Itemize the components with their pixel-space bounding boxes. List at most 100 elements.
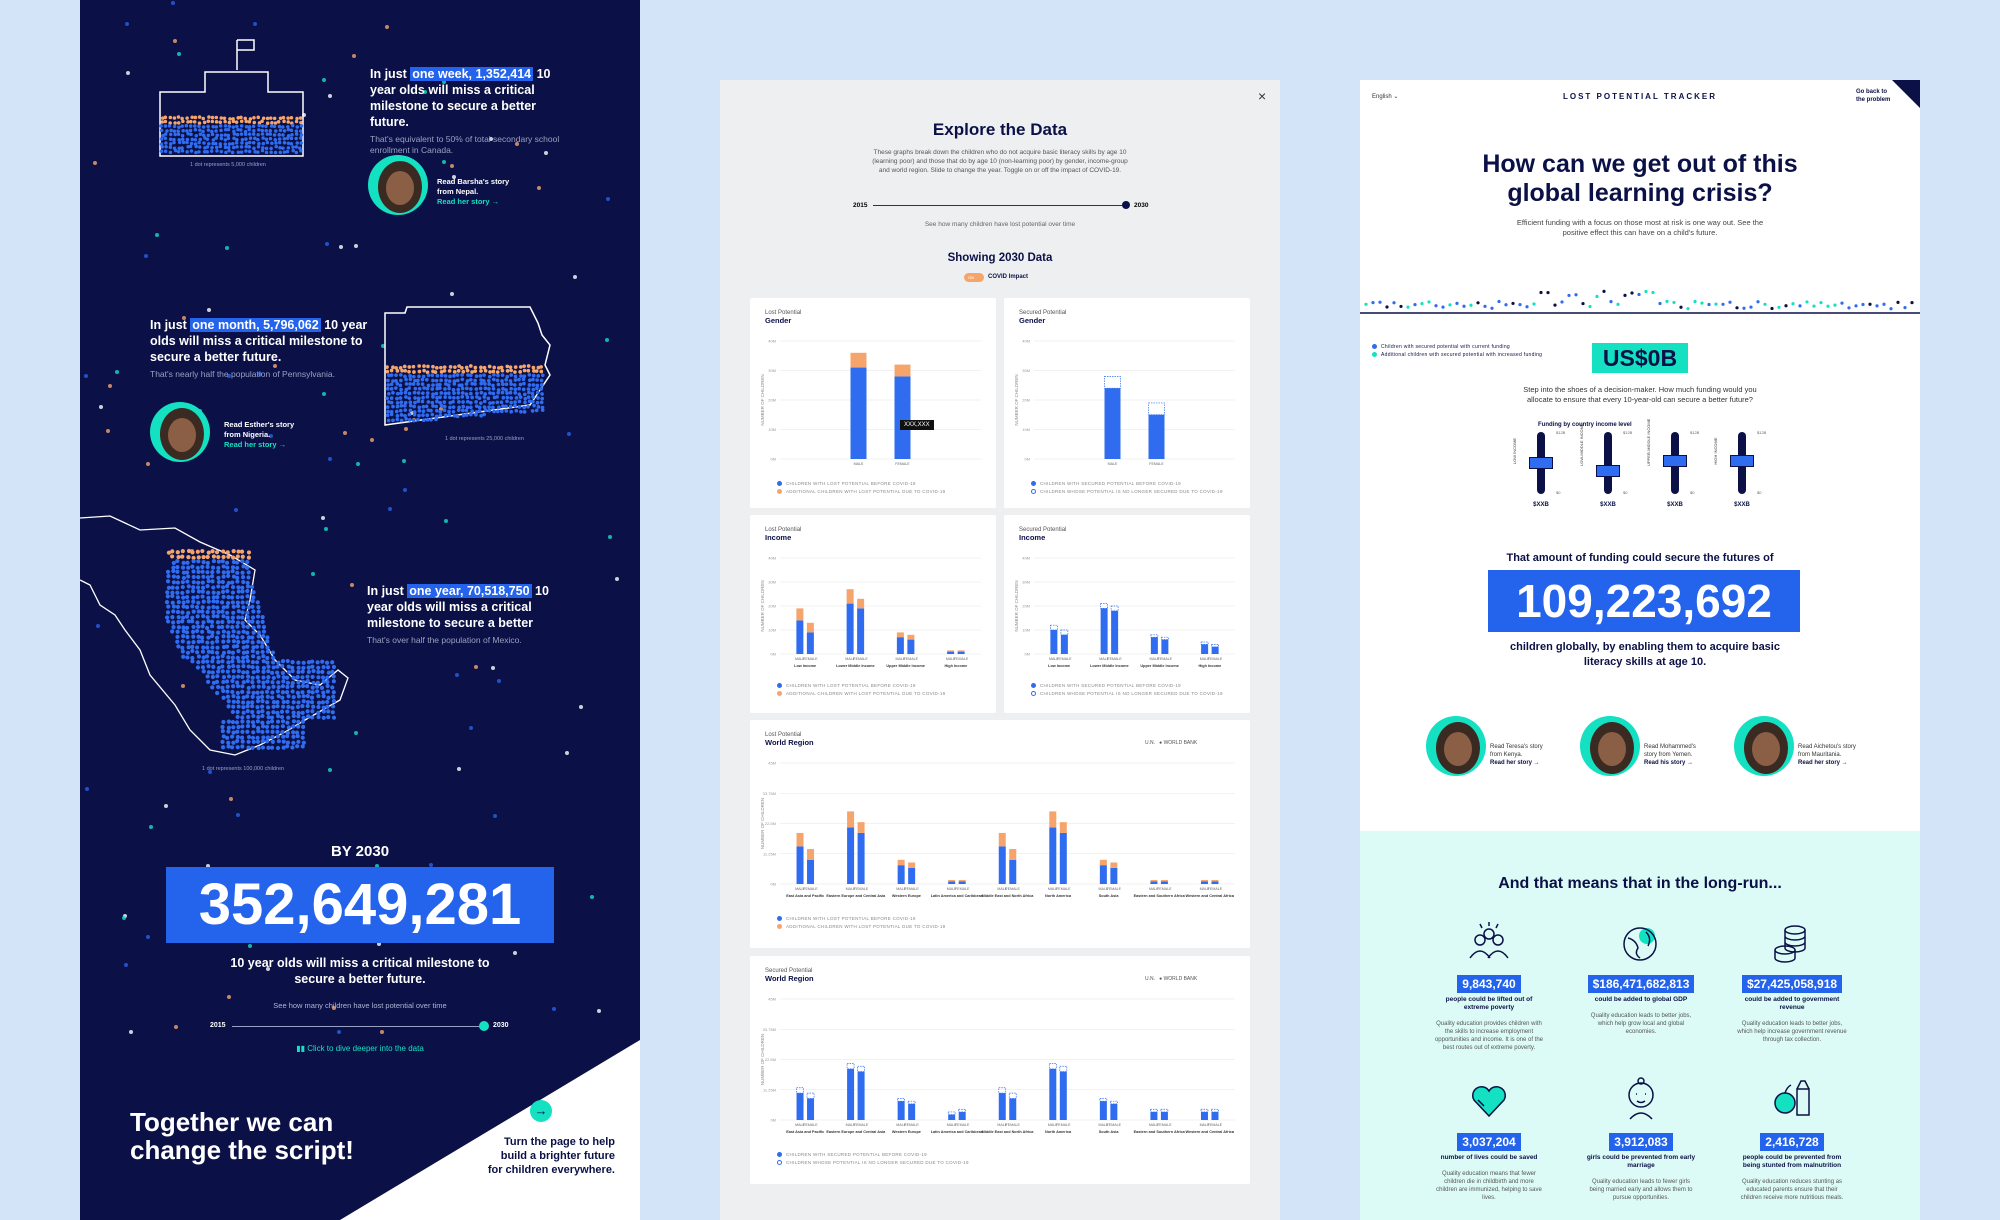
source-toggle[interactable]: U.N. ● WORLD BANK	[1145, 740, 1198, 746]
bar-covid[interactable]	[1008, 1092, 1017, 1099]
bar[interactable]	[894, 376, 911, 459]
bar-covid[interactable]	[1150, 879, 1158, 882]
source-toggle[interactable]: U.N. ● WORLD BANK	[1145, 976, 1198, 982]
bar[interactable]	[1211, 881, 1219, 884]
bar-covid[interactable]	[1050, 624, 1058, 631]
covid-toggle[interactable]: ON	[964, 273, 984, 282]
bar[interactable]	[847, 1068, 855, 1120]
bar[interactable]	[1110, 1103, 1118, 1120]
avatar-teresa[interactable]	[1426, 716, 1486, 776]
slider-handle[interactable]	[1663, 454, 1687, 467]
bar-covid[interactable]	[1049, 811, 1057, 828]
bar[interactable]	[857, 1071, 865, 1120]
bar-covid[interactable]	[1148, 402, 1165, 416]
bar-covid[interactable]	[958, 879, 966, 882]
bar-covid[interactable]	[896, 632, 904, 638]
bar[interactable]	[958, 1111, 966, 1120]
bar[interactable]	[1150, 637, 1158, 654]
bar[interactable]	[1104, 388, 1121, 459]
bar[interactable]	[1049, 827, 1057, 884]
back-to-problem-link[interactable]: Go back to the problem	[1856, 89, 1891, 103]
bar[interactable]	[1200, 1111, 1208, 1120]
read-her-story-link[interactable]: Read her story →	[1798, 760, 1848, 766]
bar-covid[interactable]	[1059, 822, 1067, 833]
year-slider-track[interactable]	[873, 205, 1125, 206]
bar-covid[interactable]	[1150, 1108, 1158, 1113]
slider-handle[interactable]	[1730, 454, 1754, 467]
bar-covid[interactable]	[807, 849, 815, 860]
bar[interactable]	[1200, 881, 1208, 884]
bar-covid[interactable]	[947, 650, 955, 652]
bar-covid[interactable]	[1200, 641, 1209, 645]
bar[interactable]	[1009, 1098, 1017, 1120]
bar[interactable]	[1148, 414, 1165, 459]
bar[interactable]	[907, 639, 915, 654]
bar[interactable]	[1161, 639, 1169, 654]
bar[interactable]	[796, 846, 804, 884]
bar[interactable]	[957, 651, 965, 654]
bar-covid[interactable]	[1110, 1100, 1118, 1105]
avatar-barsha[interactable]	[368, 155, 428, 215]
language-select[interactable]: English ⌄	[1372, 94, 1399, 100]
bar[interactable]	[947, 651, 955, 654]
bar-covid[interactable]	[1104, 376, 1121, 389]
bar[interactable]	[1059, 832, 1067, 884]
bar-covid[interactable]	[1060, 629, 1069, 636]
arrow-right-icon[interactable]: →	[530, 1100, 552, 1122]
bar[interactable]	[806, 632, 814, 654]
read-her-story-link[interactable]: Read her story →	[437, 197, 500, 206]
bar-covid[interactable]	[958, 1108, 967, 1113]
bar-covid[interactable]	[1161, 636, 1169, 640]
bar-covid[interactable]	[1100, 603, 1108, 609]
close-icon[interactable]: ×	[1258, 88, 1267, 104]
bar[interactable]	[1099, 865, 1107, 884]
bar[interactable]	[908, 867, 916, 884]
bar-covid[interactable]	[1110, 862, 1118, 868]
year-slider-handle[interactable]	[1122, 201, 1130, 209]
bar[interactable]	[1059, 1071, 1067, 1120]
bar[interactable]	[850, 367, 867, 459]
bar[interactable]	[948, 881, 956, 884]
bar[interactable]	[1100, 608, 1108, 654]
bar[interactable]	[897, 865, 905, 884]
bar[interactable]	[1201, 644, 1209, 654]
slider-handle[interactable]	[1529, 457, 1553, 469]
read-his-story-link[interactable]: Read his story →	[1644, 760, 1694, 766]
bar[interactable]	[857, 608, 865, 654]
bar[interactable]	[1049, 1068, 1057, 1120]
read-story-barsha[interactable]: Read Barsha's story from Nepal. Read her …	[437, 177, 517, 207]
bar[interactable]	[958, 881, 966, 884]
read-story-mohammed[interactable]: Read Mohammed's story from Yemen. Read hi…	[1644, 743, 1704, 767]
bar-covid[interactable]	[846, 1063, 855, 1070]
bar-covid[interactable]	[947, 1111, 956, 1115]
funding-slider[interactable]: $12B $0 LOW-MIDDLE INCOME $XXB	[1579, 423, 1632, 522]
bar-covid[interactable]	[806, 622, 814, 633]
bar[interactable]	[1150, 881, 1158, 884]
read-her-story-link[interactable]: Read her story →	[224, 440, 287, 449]
bar[interactable]	[1111, 610, 1119, 654]
bar[interactable]	[1150, 1111, 1158, 1120]
bar[interactable]	[796, 1093, 804, 1120]
bar-covid[interactable]	[998, 832, 1006, 847]
bar-covid[interactable]	[857, 822, 865, 833]
bar-covid[interactable]	[1059, 1065, 1068, 1072]
bar-covid[interactable]	[857, 598, 865, 609]
bar-covid[interactable]	[957, 650, 965, 652]
avatar-aichetou[interactable]	[1734, 716, 1794, 776]
bar-covid[interactable]	[796, 1087, 804, 1094]
bar-covid[interactable]	[847, 811, 855, 828]
year-slider-handle[interactable]	[479, 1021, 489, 1031]
bar-covid[interactable]	[1160, 879, 1168, 882]
bar[interactable]	[896, 637, 904, 654]
bar-covid[interactable]	[796, 608, 804, 621]
read-story-teresa[interactable]: Read Teresa's story from Kenya. Read her …	[1490, 743, 1550, 767]
bar-covid[interactable]	[907, 634, 915, 640]
bar-covid[interactable]	[806, 1092, 815, 1099]
slider-track[interactable]	[1604, 432, 1612, 494]
bar-covid[interactable]	[998, 1087, 1007, 1094]
bar-covid[interactable]	[1160, 1108, 1169, 1113]
bar[interactable]	[1099, 1101, 1107, 1120]
bar[interactable]	[1050, 630, 1058, 654]
funding-slider[interactable]: $12B $0 UPPER-MIDDLE INCOME $XXB	[1646, 419, 1699, 522]
read-story-esther[interactable]: Read Esther's story from Nigeria. Read he…	[224, 420, 304, 450]
